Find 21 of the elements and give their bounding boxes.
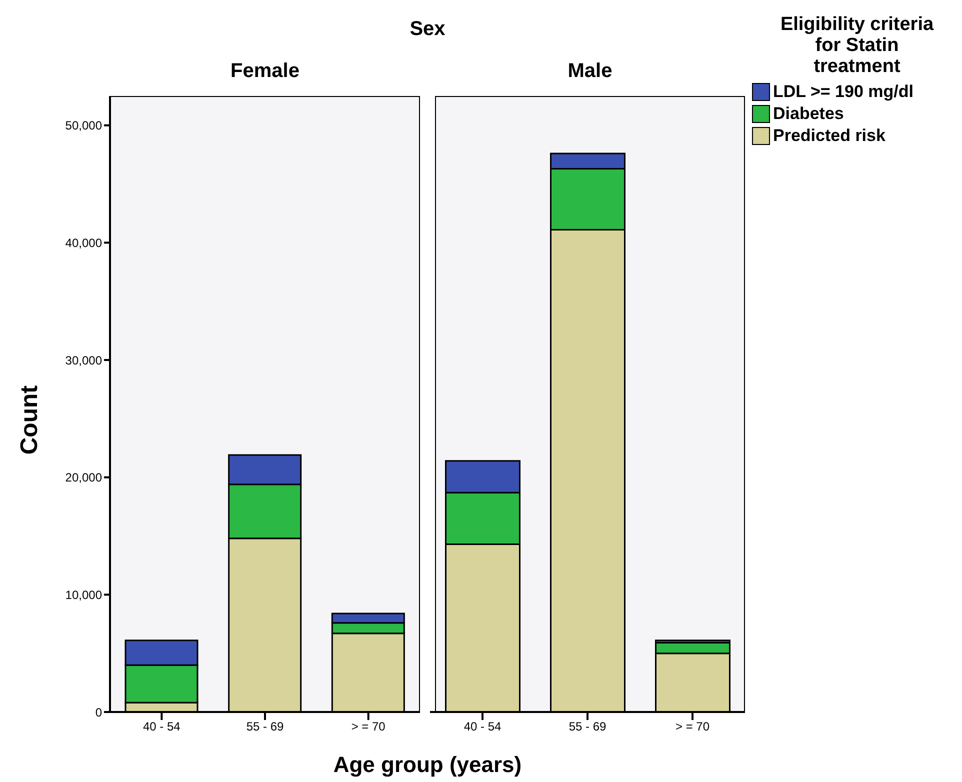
chart-subtitle: Sex [408,18,446,41]
y-tick-label: 10,000 [65,588,102,602]
legend-label: Diabetes [773,104,844,124]
x-axis-title: Age group (years) [332,752,523,778]
y-axis-title: Count [16,385,44,455]
legend-label: Predicted risk [773,126,886,146]
y-tick-label: 50,000 [65,118,102,133]
y-tick-label: 30,000 [65,353,102,368]
y-tick-label: 0 [95,705,102,720]
y-tick-label: 20,000 [65,470,102,485]
x-tick-label: 55 - 69 [246,720,284,734]
legend-title: Eligibility criteria for Statin treatment [779,14,935,77]
y-tick-label: 40,000 [65,236,102,250]
chart-title: Male [566,60,614,83]
x-tick-label: > = 70 [351,720,386,734]
x-tick-label: 40 - 54 [464,720,502,734]
x-tick-label: > = 70 [675,720,710,734]
x-tick-label: 55 - 69 [568,720,607,734]
chart-title: Female [230,60,300,83]
x-tick-label: 40 - 54 [142,720,181,734]
legend-label: LDL >= 190 mg/dl [773,82,914,102]
